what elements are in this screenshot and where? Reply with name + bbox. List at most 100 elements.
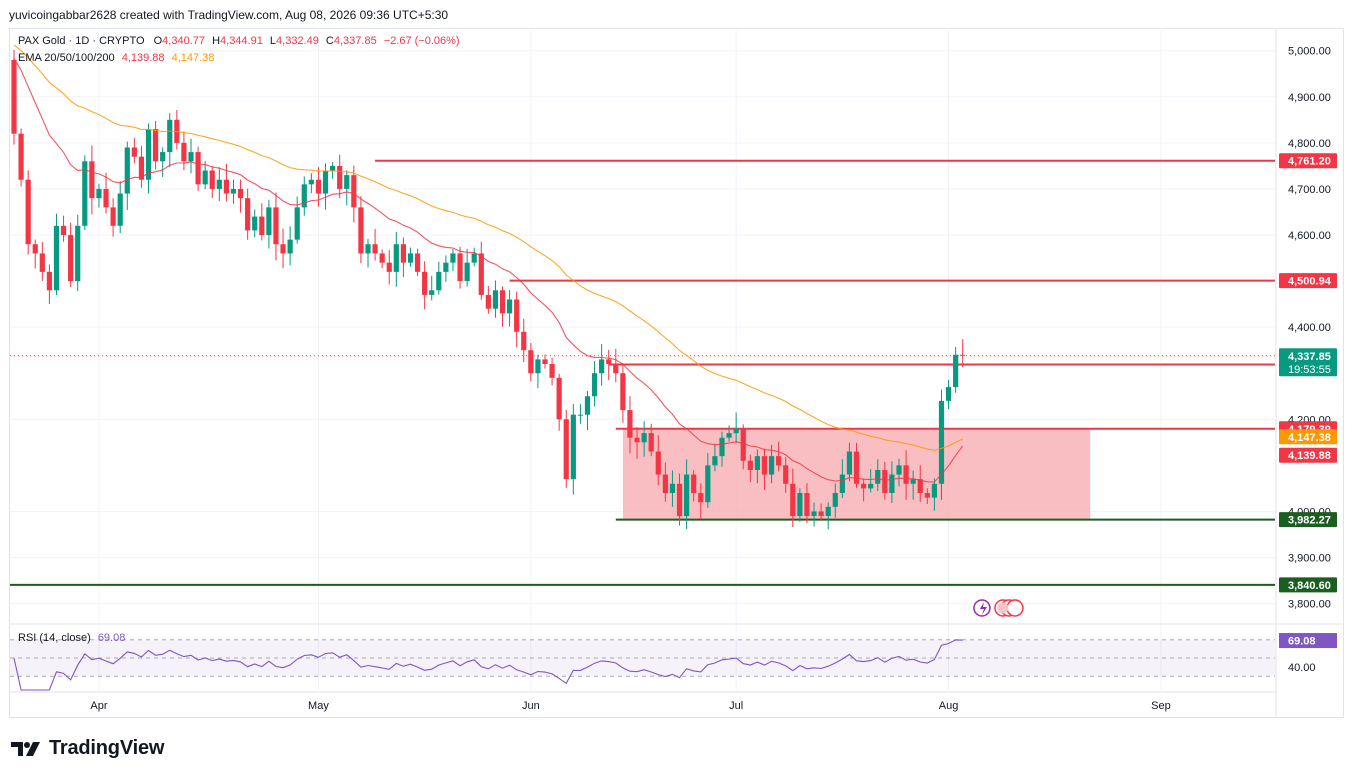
candle-body [53, 225, 60, 291]
horizontal-levels [10, 159, 1275, 586]
candle [82, 155, 88, 231]
candle [499, 286, 506, 327]
tradingview-logo-text: TradingView [49, 737, 165, 759]
candle-body [167, 119, 173, 153]
candle-body [669, 483, 676, 494]
candle-body [577, 414, 583, 416]
candle [167, 113, 173, 168]
candle [818, 503, 824, 521]
price-tag: 4,337.85 [1288, 351, 1331, 363]
candle-body [719, 437, 725, 457]
candle-body [351, 175, 357, 208]
candle-body [712, 456, 718, 466]
candle-body [287, 239, 293, 254]
candle-body [237, 188, 244, 199]
candle-body [783, 465, 789, 484]
candle-body [443, 262, 449, 272]
candle-body [599, 359, 605, 374]
candle-body [273, 207, 279, 245]
candle [68, 222, 74, 287]
candle-body [379, 253, 385, 263]
candle-body [400, 244, 406, 263]
candle-body [705, 465, 711, 503]
rsi-tick-label: 40.00 [1288, 662, 1316, 674]
candle-body [39, 253, 45, 272]
candle [209, 166, 215, 198]
candle-body [160, 152, 166, 162]
candle-body [853, 451, 860, 484]
candle [202, 161, 208, 190]
time-axis-label: Jul [729, 700, 743, 712]
candle-body [464, 262, 470, 282]
candle [174, 110, 180, 150]
candle-body [89, 161, 95, 199]
candle [861, 478, 867, 502]
candle [655, 435, 661, 486]
candle-body [875, 469, 881, 484]
candle-body [82, 161, 88, 226]
candle [684, 459, 690, 530]
candle-body [747, 460, 753, 470]
candle [591, 360, 598, 407]
candle-body [414, 253, 421, 272]
candle [783, 457, 789, 493]
candle [570, 404, 576, 495]
candle-body [839, 474, 845, 494]
candle-body [691, 474, 697, 494]
candle [237, 179, 244, 213]
candle [542, 354, 548, 369]
rsi-value: 69.08 [97, 632, 126, 644]
candle-body [634, 437, 640, 443]
candle [938, 389, 945, 500]
candle-body [365, 244, 371, 254]
candle-body [896, 465, 902, 475]
candle [160, 147, 166, 177]
candle-body [811, 511, 817, 517]
candle-body [322, 170, 329, 194]
candle [903, 450, 909, 500]
candle [768, 444, 775, 484]
candle [53, 213, 60, 295]
ohlc-legend: PAX Gold · 1D · CRYPTO O4,340.77 H4,344.… [18, 35, 460, 47]
candle-body [216, 179, 222, 189]
candle [75, 214, 81, 292]
ema-slow-value: 4,147.38 [171, 52, 215, 64]
lightning-glyph [979, 602, 987, 615]
candle-body [68, 235, 74, 282]
candle [422, 261, 428, 310]
candle [245, 188, 251, 240]
candle-body [861, 483, 867, 489]
candle [868, 469, 874, 493]
candle [776, 441, 782, 472]
candle-body [153, 129, 159, 162]
candle [613, 348, 619, 383]
candle [344, 170, 350, 206]
candle [853, 442, 860, 488]
candle [131, 138, 137, 164]
candle [18, 128, 24, 187]
candle [882, 461, 888, 500]
candle-body [832, 493, 838, 507]
candle [577, 404, 583, 424]
candle-body [917, 479, 923, 494]
candle-body [924, 493, 930, 498]
close-value: 4,337.85 [333, 35, 377, 47]
candle [924, 488, 930, 505]
candle-body [740, 428, 746, 461]
candle-body [294, 207, 300, 240]
candle [761, 448, 768, 490]
candle-body [960, 354, 966, 356]
level-price-tag-bg [1279, 153, 1337, 169]
candle-body [138, 156, 145, 180]
candle-body [117, 193, 123, 226]
candle [393, 232, 399, 287]
candle [89, 145, 95, 215]
candle [457, 246, 463, 289]
candle [372, 228, 378, 261]
candle [110, 198, 116, 237]
candle [11, 49, 17, 145]
candle [60, 215, 67, 242]
candle-body [570, 414, 576, 480]
chart-frame[interactable] [9, 28, 1344, 718]
